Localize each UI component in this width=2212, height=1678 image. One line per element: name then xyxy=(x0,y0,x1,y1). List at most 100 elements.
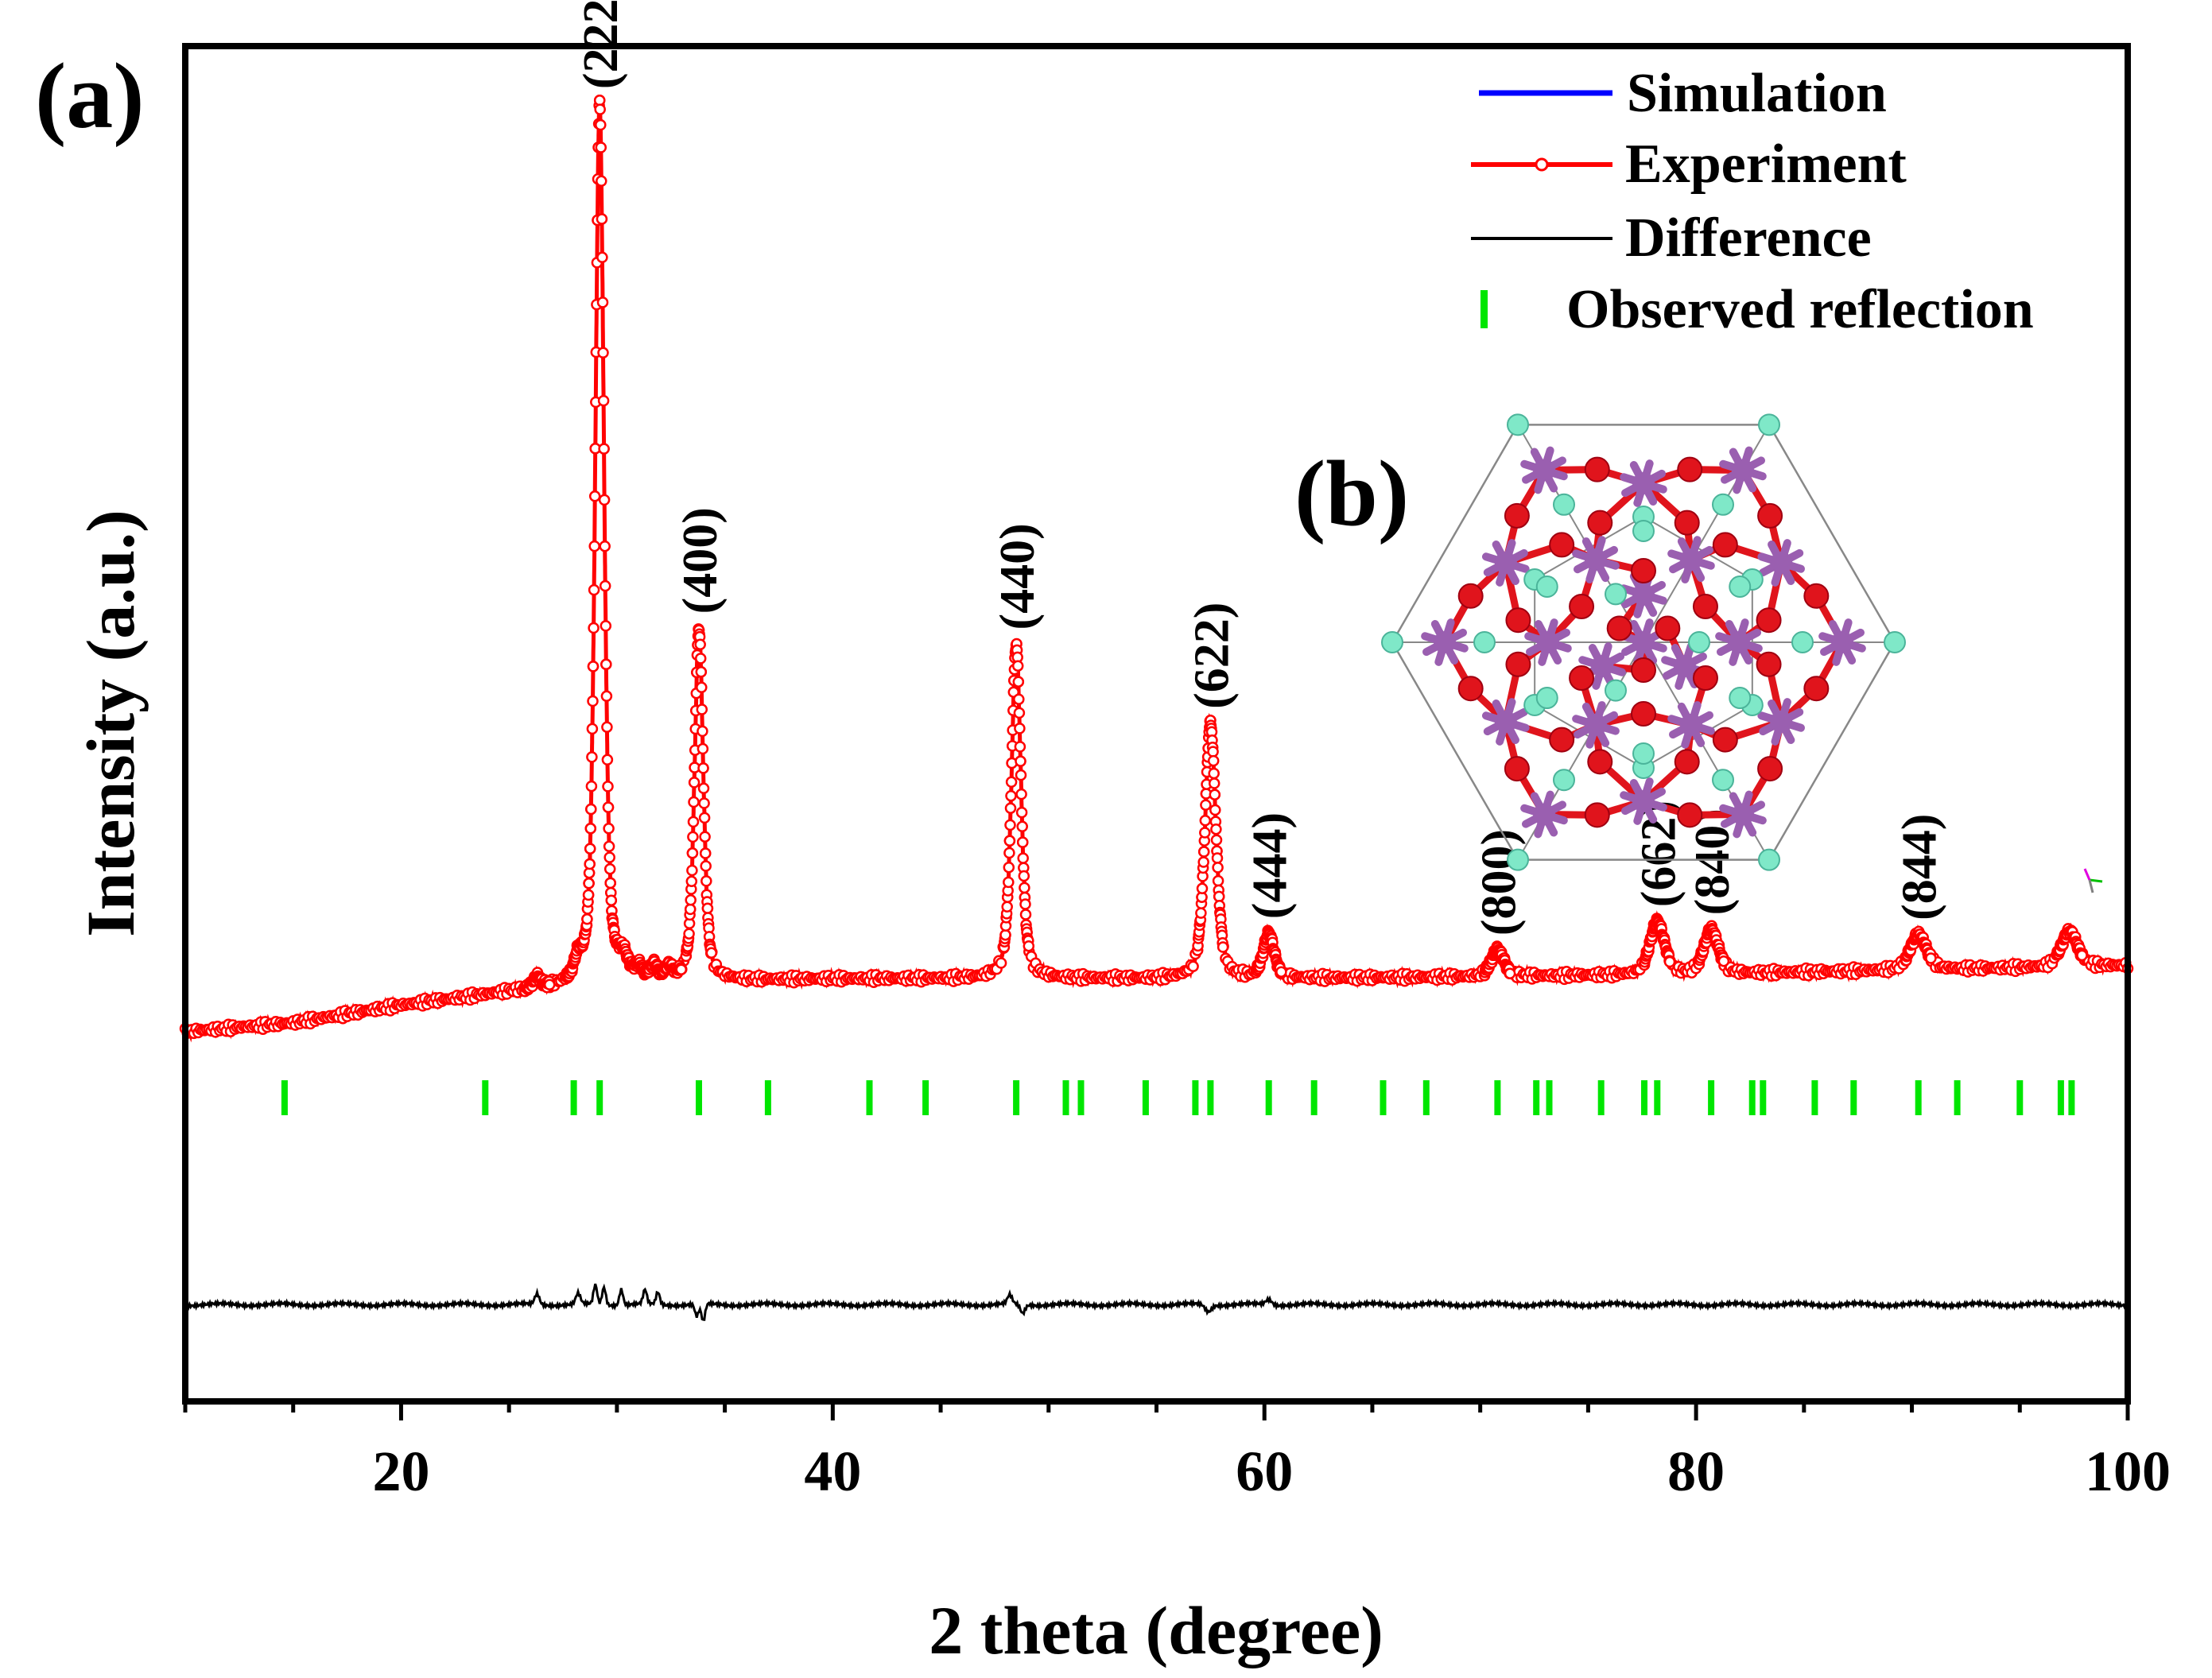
cation-atom xyxy=(1553,493,1575,516)
experiment-point xyxy=(1199,815,1212,827)
experiment-point xyxy=(1504,967,1516,979)
oxygen-atom xyxy=(1712,532,1738,558)
experiment-point xyxy=(1019,898,1031,910)
oxygen-atom xyxy=(1757,756,1783,782)
cation-atom xyxy=(1791,631,1814,653)
observed-reflection-tick xyxy=(2016,1080,2024,1115)
experiment-point xyxy=(1016,836,1029,848)
metal-atom xyxy=(1728,631,1750,653)
observed-reflection-tick xyxy=(1954,1080,1961,1115)
experiment-point xyxy=(1016,820,1028,833)
oxygen-atom xyxy=(1677,802,1703,828)
experiment-point xyxy=(1663,955,1676,968)
observed-reflection-tick xyxy=(596,1080,603,1115)
experiment-point xyxy=(1208,777,1220,789)
experiment-point xyxy=(600,620,612,632)
y-axis-title: Intensity (a.u.) xyxy=(72,510,149,937)
experiment-point xyxy=(697,782,710,795)
experiment-point xyxy=(1013,707,1026,719)
experiment-point xyxy=(1210,834,1223,846)
metal-atom xyxy=(1632,631,1655,653)
experiment-point xyxy=(1019,909,1032,920)
experiment-point xyxy=(1217,941,1229,953)
experiment-point xyxy=(1209,789,1221,800)
observed-reflection-tick xyxy=(1597,1080,1605,1115)
experiment-point xyxy=(598,443,610,455)
observed-reflection-tick xyxy=(1748,1080,1756,1115)
experiment-point xyxy=(586,751,598,763)
experiment-point xyxy=(1195,907,1207,919)
experiment-point xyxy=(586,723,599,735)
cation-atom xyxy=(1712,769,1734,792)
experiment-point xyxy=(585,803,597,816)
experiment-point xyxy=(602,781,614,792)
oxygen-atom xyxy=(1587,749,1613,775)
experiment-point xyxy=(601,754,614,766)
observed-reflection-tick xyxy=(764,1080,771,1115)
observed-reflection-tick xyxy=(1142,1080,1149,1115)
cation-atom xyxy=(1758,413,1780,436)
legend: Simulation Experiment Difference Observe… xyxy=(1471,63,2034,340)
experiment-point xyxy=(1001,901,1013,913)
experiment-point xyxy=(595,118,607,131)
observed-reflection-tick xyxy=(922,1080,929,1115)
oxygen-atom xyxy=(1505,607,1531,634)
experiment-point xyxy=(685,875,698,888)
experiment-point xyxy=(701,902,714,914)
experiment-point xyxy=(588,583,600,596)
metal-atom xyxy=(1831,631,1853,653)
experiment-point xyxy=(1019,882,1030,894)
x-tick-label: 20 xyxy=(372,1440,429,1503)
oxygen-atom xyxy=(1584,456,1610,482)
experiment-point xyxy=(1014,723,1026,734)
experiment-point xyxy=(588,540,600,552)
oxygen-atom xyxy=(1587,510,1613,536)
axis-triad xyxy=(2089,878,2103,883)
observed-reflection-tick xyxy=(1546,1080,1553,1115)
experiment-point xyxy=(697,742,709,755)
experiment-point xyxy=(697,725,708,738)
peak-label: (400) xyxy=(673,507,728,614)
metal-atom xyxy=(1770,711,1793,733)
oxygen-atom xyxy=(1504,756,1530,782)
experiment-point xyxy=(601,721,613,733)
observed-reflection-tick xyxy=(1533,1080,1540,1115)
observed-reflection-tick xyxy=(1192,1080,1199,1115)
experiment-point xyxy=(694,653,707,665)
metal-atom xyxy=(1585,548,1607,572)
experiment-point xyxy=(603,840,615,853)
oxygen-atom xyxy=(1584,802,1610,828)
metal-atom xyxy=(1680,548,1702,572)
experiment-point xyxy=(588,622,600,634)
legend-experiment-label: Experiment xyxy=(1625,134,1907,195)
legend-reflection-label: Observed reflection xyxy=(1566,279,2034,340)
metal-atom xyxy=(1591,655,1614,677)
experiment-point xyxy=(1014,741,1026,753)
experiment-point xyxy=(584,823,597,835)
experiment-point xyxy=(1011,660,1024,672)
metal-atom xyxy=(1494,552,1517,574)
oxygen-atom xyxy=(1504,502,1530,529)
metal-atom xyxy=(1680,713,1702,736)
legend-experiment-marker xyxy=(1535,157,1549,172)
cation-atom xyxy=(1884,631,1906,653)
observed-reflection-tick xyxy=(1850,1080,1857,1115)
experiment-point xyxy=(595,141,607,153)
experiment-point xyxy=(605,894,618,906)
experiment-point xyxy=(596,251,608,264)
observed-reflection-tick xyxy=(1760,1080,1767,1115)
oxygen-atom xyxy=(1674,510,1700,536)
experiment-point xyxy=(1925,952,1937,964)
experiment-point xyxy=(594,103,606,115)
experiment-point xyxy=(603,851,615,863)
peak-label: (440) xyxy=(991,523,1045,630)
experiment-point xyxy=(1015,788,1027,800)
x-tick-label: 60 xyxy=(1236,1440,1293,1503)
experiment-point xyxy=(1004,802,1017,814)
cation-atom xyxy=(1535,575,1558,598)
experiment-point xyxy=(1211,852,1224,864)
experiment-point xyxy=(1199,827,1211,839)
experiment-point xyxy=(582,889,595,901)
experiment-point xyxy=(599,540,611,552)
oxygen-atom xyxy=(1631,558,1656,583)
